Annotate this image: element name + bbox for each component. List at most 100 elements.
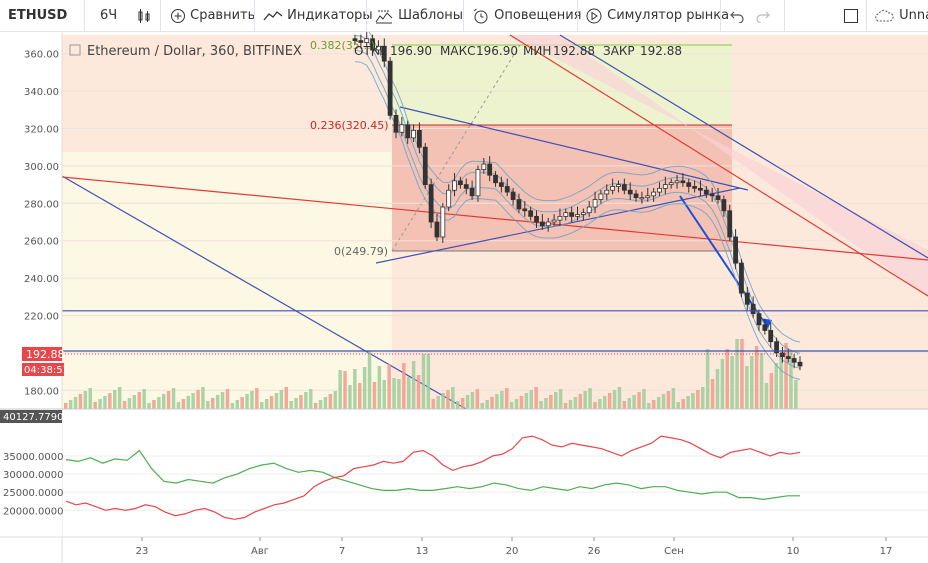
fib-label-0382: 0.382(35…) [310,39,375,52]
volume-bar [68,400,73,409]
indicator-value-text: 40127.7790 [3,412,63,423]
candle-body [668,182,674,185]
volume-bar [710,379,715,409]
candle-body [586,206,592,214]
volume-bar [416,375,421,409]
indicator-tick-label: 30000.0000 [3,470,63,481]
volume-bar [451,387,455,409]
candle-body [440,206,446,238]
indicator-axis[interactable] [0,410,62,537]
volume-bar [73,397,78,409]
volume-bar [426,354,431,409]
trend-lines [61,34,928,410]
compare-label: Сравнить [190,8,256,23]
price-tick-label: 240.00 [24,274,59,285]
volume-bar [524,393,529,409]
volume-bar [113,390,117,409]
compare-button[interactable]: Сравнить [170,0,255,31]
legend-high-label: МАКС [440,44,475,58]
candle-body [522,208,528,212]
volume-bar [642,389,646,409]
volume-bar [759,353,764,409]
toolbar-divider [366,0,367,31]
candle-body [698,187,703,191]
layout-button[interactable]: Unna [873,0,928,31]
chart-legend: Ethereum / Dollar, 360, BITFINEX ОТКР 19… [69,44,682,59]
gridlines [62,53,928,391]
volume-bar [309,389,313,409]
chart-area[interactable]: 0.382(35…) 0.236(320.45) 0(249.79) Ether… [0,32,928,563]
price-tick-label: 260.00 [24,237,59,248]
volume-bar [456,401,460,409]
indicators-label: Индикаторы [287,8,373,23]
volume-bar [656,397,661,409]
indicators-button[interactable]: Индикаторы [263,0,373,31]
volume-bar [519,396,524,409]
price-axis[interactable] [0,32,62,409]
volume-bar [637,392,641,409]
time-tick-label: 26 [588,546,601,557]
volume-bar [495,394,499,409]
time-axis[interactable]: 23 Авг 7 13 20 26 Сен 10 17 [136,537,893,557]
volume-bar [720,359,725,409]
volume-bar [740,339,744,409]
volume-bar [671,388,676,409]
volume-bar [681,399,685,409]
volume-bar [157,397,161,409]
symbol-search[interactable]: ETHUSD [8,8,68,23]
collapse-legend-icon[interactable] [69,44,81,56]
volume-bar [220,392,225,409]
candle-body [616,184,621,187]
volume-bar [313,403,318,409]
toolbar-divider [84,0,85,31]
volume-bar [333,391,337,409]
volume-bar [191,393,195,409]
volume-bar [407,377,411,409]
volume-bar [534,387,538,409]
indicator-lines [65,435,801,520]
undo-icon[interactable] [730,0,744,31]
price-tick-label: 280.00 [24,199,59,210]
volume-bar [162,394,166,409]
candle-style-icon[interactable] [136,0,152,31]
candle-body [504,186,510,193]
indicators-icon [263,10,283,20]
volume-bar [436,396,440,409]
volume-bar [250,391,254,409]
triangle-lower-line [375,187,741,264]
volume-bar [622,401,627,409]
volume-bar [485,400,489,409]
volume-bar [465,395,470,409]
fib-label-0236: 0.236(320.45) [310,119,389,132]
volume-bar [215,395,220,409]
legend-open-value: 196.90 [390,44,432,58]
fib-label-0: 0(249.79) [334,245,388,258]
volume-bar [691,393,695,409]
templates-button[interactable]: Шаблоны [374,0,463,31]
volume-bar [696,390,700,409]
volume-bar [549,395,553,409]
alerts-label: Оповещения [494,8,582,23]
volume-bar [240,397,244,409]
replay-icon [586,8,602,23]
templates-icon [375,10,393,23]
alerts-button[interactable]: Оповещения [472,0,582,31]
volume-bar [294,398,298,409]
candle-body [762,324,768,331]
toolbar-divider [577,0,578,31]
volume-bar [475,389,480,409]
time-tick-label: 10 [787,546,800,557]
candle-body [352,38,358,42]
volume-bar [392,378,396,409]
fullscreen-checkbox[interactable] [843,0,859,31]
volume-bar [774,363,778,409]
interval-button[interactable]: 6Ч [100,8,118,23]
replay-button[interactable]: Симулятор рынка [585,0,729,31]
channel-line-upper [559,34,928,259]
volume-bar [539,401,543,409]
redo-icon[interactable] [756,0,770,31]
candle-body [545,221,551,227]
indicator-tick-label: 25000.0000 [3,488,63,499]
candle-body [651,191,657,197]
triangle-upper-line [399,106,749,191]
